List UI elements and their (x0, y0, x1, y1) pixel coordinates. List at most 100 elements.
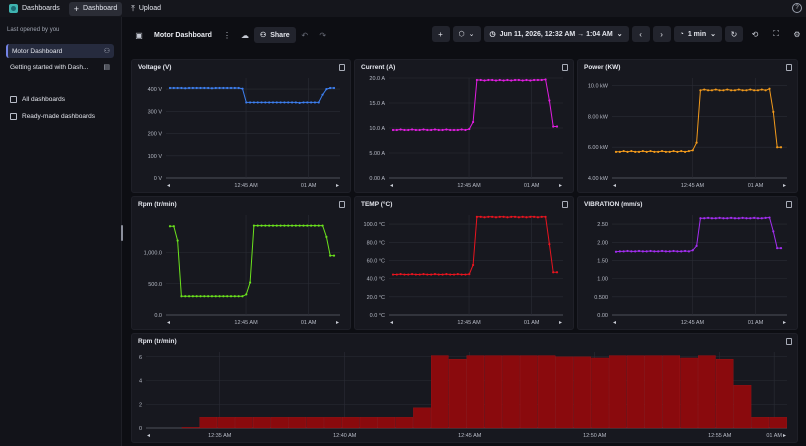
data-point[interactable] (722, 217, 725, 220)
data-point[interactable] (779, 246, 783, 250)
data-point[interactable] (498, 78, 501, 82)
data-point[interactable] (687, 250, 691, 253)
undo-icon[interactable]: ↶ (301, 30, 309, 40)
history-button[interactable]: ⟲ (746, 26, 764, 42)
data-point[interactable] (525, 78, 528, 82)
data-point[interactable] (203, 86, 206, 90)
data-point[interactable] (248, 281, 252, 284)
data-point[interactable] (460, 128, 463, 131)
data-point[interactable] (229, 86, 233, 90)
data-point[interactable] (714, 88, 717, 91)
data-point[interactable] (513, 215, 517, 218)
data-point[interactable] (649, 249, 652, 253)
data-point[interactable] (756, 217, 760, 220)
data-point[interactable] (456, 272, 459, 276)
data-point[interactable] (279, 101, 282, 104)
data-point[interactable] (753, 89, 756, 92)
histogram-bar[interactable] (235, 417, 253, 429)
scroll-left-icon[interactable]: ◂ (613, 183, 616, 189)
histogram-bar[interactable] (431, 355, 449, 429)
data-point[interactable] (637, 150, 641, 153)
data-point[interactable] (540, 215, 543, 218)
data-point[interactable] (218, 86, 221, 90)
settings-button[interactable]: ⚙ (788, 26, 806, 42)
data-point[interactable] (772, 230, 775, 233)
histogram-bar[interactable] (555, 356, 574, 429)
scroll-left-icon[interactable]: ◂ (390, 320, 393, 326)
scroll-left-icon[interactable]: ◂ (167, 320, 170, 326)
fit-view-button[interactable]: ⛶ (767, 26, 785, 42)
data-point[interactable] (529, 79, 532, 82)
more-icon[interactable]: ⋮ (222, 30, 231, 40)
data-point[interactable] (410, 272, 414, 276)
data-point[interactable] (510, 215, 513, 218)
data-point[interactable] (325, 235, 328, 238)
histogram-bar[interactable] (181, 427, 200, 429)
app-tab-dashboards[interactable]: Dashboards (4, 2, 65, 16)
data-point[interactable] (433, 128, 437, 131)
histogram-bar[interactable] (520, 355, 538, 429)
data-point[interactable] (687, 149, 691, 153)
data-point[interactable] (287, 224, 290, 227)
data-point[interactable] (471, 120, 475, 124)
data-point[interactable] (768, 87, 771, 90)
data-point[interactable] (449, 273, 452, 276)
data-point[interactable] (226, 295, 229, 298)
data-point[interactable] (226, 86, 229, 90)
data-point[interactable] (445, 272, 448, 276)
help-icon[interactable]: ? (792, 3, 802, 13)
data-point[interactable] (491, 215, 494, 218)
data-point[interactable] (410, 128, 414, 131)
data-point[interactable] (426, 128, 429, 132)
data-point[interactable] (294, 224, 297, 227)
tab-upload[interactable]: ⤒ Upload (126, 2, 166, 16)
data-point[interactable] (468, 272, 471, 276)
data-point[interactable] (730, 216, 733, 220)
data-point[interactable] (691, 149, 694, 152)
data-point[interactable] (517, 78, 520, 82)
scroll-right-icon[interactable]: ▸ (336, 320, 339, 326)
data-point[interactable] (298, 101, 301, 104)
histogram-bar[interactable] (769, 417, 787, 429)
data-point[interactable] (245, 101, 248, 104)
data-point[interactable] (536, 216, 540, 219)
data-point[interactable] (779, 146, 783, 149)
share-button[interactable]: ⚇ Share (253, 27, 296, 43)
data-point[interactable] (756, 89, 760, 92)
data-point[interactable] (222, 86, 225, 90)
data-point[interactable] (672, 249, 675, 253)
timeframe-selector[interactable]: ◷ Jun 11, 2026, 12:32 AM → 1:04 AM ⌄ (483, 26, 629, 42)
data-point[interactable] (768, 216, 771, 219)
data-point[interactable] (298, 224, 301, 227)
data-point[interactable] (540, 78, 543, 82)
data-point[interactable] (437, 128, 440, 132)
data-point[interactable] (252, 224, 256, 227)
histogram-bar[interactable] (733, 385, 752, 429)
data-point[interactable] (407, 128, 410, 132)
data-point[interactable] (506, 78, 509, 82)
data-point[interactable] (237, 295, 240, 298)
data-point[interactable] (403, 273, 406, 276)
cloud-icon[interactable]: ☁ (240, 30, 249, 40)
data-point[interactable] (452, 128, 456, 132)
data-point[interactable] (521, 215, 524, 218)
data-point[interactable] (395, 273, 398, 276)
data-point[interactable] (218, 295, 221, 298)
data-point[interactable] (329, 86, 332, 90)
histogram-bar[interactable] (270, 417, 289, 429)
data-point[interactable] (407, 273, 410, 276)
data-point[interactable] (287, 101, 290, 104)
data-point[interactable] (706, 216, 710, 220)
data-point[interactable] (475, 215, 479, 218)
data-point[interactable] (418, 128, 421, 132)
data-point[interactable] (260, 101, 263, 104)
data-point[interactable] (614, 250, 618, 253)
data-point[interactable] (460, 273, 463, 276)
data-point[interactable] (441, 128, 444, 132)
data-point[interactable] (418, 273, 421, 276)
data-point[interactable] (634, 150, 637, 153)
histogram-bar[interactable] (751, 417, 770, 429)
data-point[interactable] (653, 250, 656, 253)
data-point[interactable] (268, 224, 271, 227)
redo-icon[interactable]: ↷ (319, 30, 327, 40)
